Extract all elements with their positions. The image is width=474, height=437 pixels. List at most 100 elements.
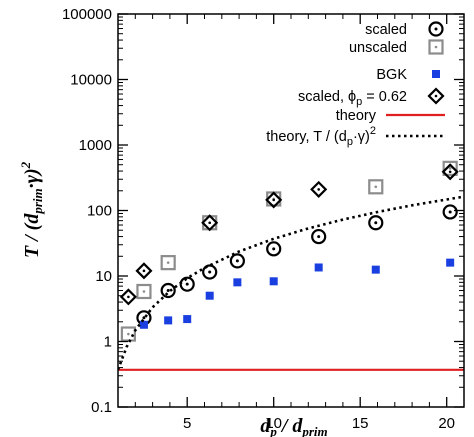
point-square (136, 283, 152, 300)
data-point (310, 180, 328, 198)
data-point (441, 163, 459, 181)
legend-label-theory: theory (336, 108, 377, 124)
data-point (205, 291, 214, 300)
series-2 (139, 258, 455, 329)
point-diamond (135, 262, 153, 280)
data-point (136, 283, 152, 300)
data-point (139, 320, 148, 329)
series-5 (118, 195, 464, 371)
point-square (368, 179, 384, 195)
point-dot (127, 332, 130, 336)
data-point (160, 255, 176, 271)
point-filled-square (139, 320, 148, 329)
plot-frame (117, 13, 465, 408)
y-tick-label: 1000 (79, 137, 112, 154)
y-tick-label: 10000 (70, 72, 112, 89)
data-point (183, 315, 192, 324)
point-dot (142, 290, 146, 293)
data-point (233, 278, 242, 287)
point-dot (166, 289, 170, 293)
data-point (311, 228, 327, 245)
point-dot (317, 235, 321, 239)
y-tick-label: 0.1 (91, 399, 112, 416)
point-circle (202, 264, 218, 280)
point-filled-square (446, 258, 455, 267)
data-point (135, 262, 153, 280)
legend-label-bgk: BGK (376, 67, 407, 83)
data-point (314, 263, 323, 272)
point-filled-square (314, 263, 323, 272)
x-axis-title: dp / dprim (260, 415, 327, 437)
point-dot (272, 198, 276, 202)
point-dot (142, 269, 146, 273)
x-tick-label: 10 (265, 415, 282, 432)
point-dot (142, 316, 146, 320)
legend-marker-bgk (432, 70, 440, 78)
point-dot (448, 170, 452, 174)
point-filled-square (371, 265, 380, 274)
data-point (269, 277, 278, 286)
point-diamond (265, 191, 283, 209)
point-dot (272, 247, 276, 251)
point-dot (374, 185, 378, 189)
series-1 (120, 160, 458, 342)
point-diamond (441, 163, 459, 181)
data-point (164, 316, 173, 325)
point-dot (448, 167, 452, 170)
point-filled-square (269, 277, 278, 286)
data-point (119, 288, 137, 306)
data-point (229, 253, 245, 269)
point-diamond (119, 288, 137, 306)
y-tick-label: 100 (87, 203, 112, 220)
data-point (201, 214, 219, 232)
theory-scaled-curve (118, 195, 464, 371)
point-diamond (201, 214, 219, 232)
legend-marker-scaled-phi (427, 87, 445, 105)
data-point (265, 191, 283, 209)
legend-marker-scaled (428, 21, 444, 37)
data-point (442, 160, 458, 176)
data-point (368, 179, 384, 195)
point-filled-square (233, 278, 242, 287)
point-square (160, 255, 176, 271)
point-dot (235, 259, 239, 263)
data-point (446, 258, 455, 267)
data-point (160, 282, 176, 299)
y-tick-label: 10 (95, 268, 112, 285)
point-filled-square (183, 315, 192, 324)
data-point (202, 264, 218, 280)
data-point (266, 241, 282, 257)
y-tick-label: 100000 (62, 6, 112, 23)
point-filled-square (164, 316, 173, 325)
point-circle (368, 215, 384, 231)
y-axis-title: T / (dprim·γ)2 (18, 161, 45, 258)
point-square (120, 326, 136, 342)
point-dot (127, 295, 130, 299)
point-square (442, 160, 458, 176)
legend: scaled unscaled BGK scaled, ϕp = 0.62 th… (266, 21, 445, 148)
point-circle (266, 241, 282, 257)
point-circle (442, 204, 458, 220)
x-tick-label: 5 (183, 415, 191, 432)
point-dot (208, 270, 212, 274)
point-circle (160, 282, 176, 299)
point-dot (448, 210, 452, 214)
point-diamond (310, 180, 328, 198)
point-circle (311, 228, 327, 245)
data-point (120, 326, 136, 342)
x-tick-label: 15 (352, 415, 369, 432)
series-3 (119, 163, 459, 306)
legend-label-unscaled: unscaled (349, 40, 407, 56)
point-dot (166, 261, 170, 264)
point-filled-square (205, 291, 214, 300)
series-0 (136, 204, 458, 326)
data-point (368, 215, 384, 231)
point-circle (229, 253, 245, 269)
legend-label-scaled: scaled (365, 22, 407, 38)
point-dot (317, 188, 320, 191)
point-dot (185, 282, 189, 286)
point-dot (374, 221, 378, 225)
legend-marker-unscaled (428, 39, 444, 55)
legend-label-theory-scaled: theory, T / (dp·γ)2 (266, 125, 376, 148)
